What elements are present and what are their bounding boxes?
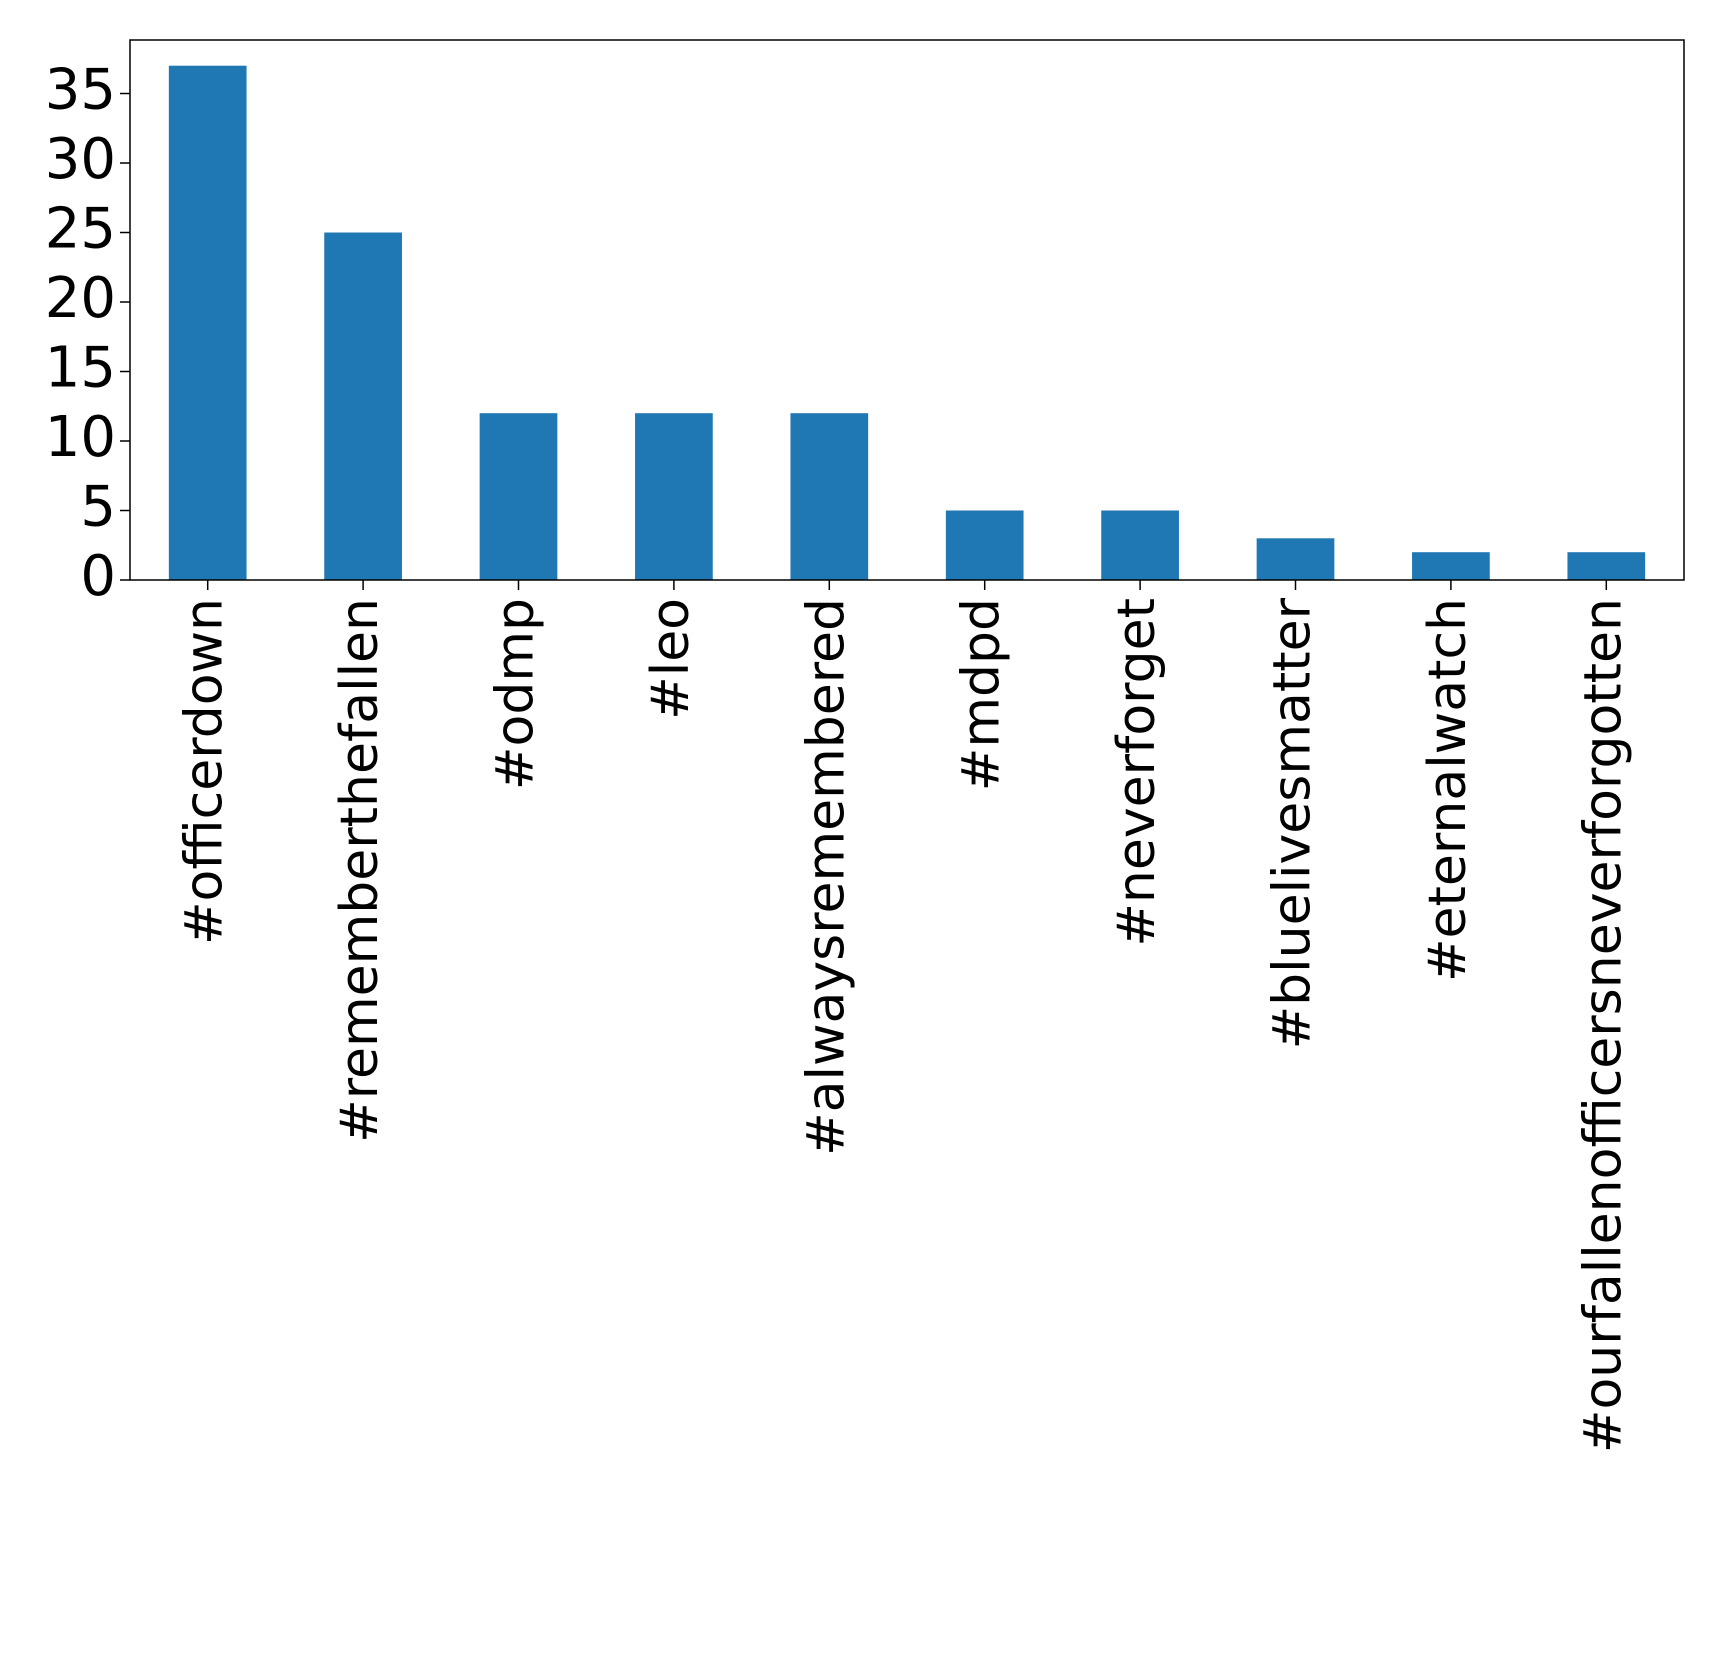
bar: [945, 510, 1024, 580]
bar: [790, 413, 869, 580]
y-tick-label: 35: [45, 58, 116, 123]
y-tick-label: 25: [45, 197, 116, 262]
bar: [1412, 552, 1490, 580]
x-tick-label: #eternalwatch: [1418, 598, 1478, 982]
x-tick-label: #bluelivesmatter: [1263, 597, 1323, 1049]
bar: [1567, 552, 1646, 580]
plot-area-frame: [129, 39, 1685, 581]
y-tick-label: 0: [80, 544, 116, 609]
x-tick-label: #rememberthefallen: [330, 598, 390, 1143]
bar: [479, 413, 558, 580]
y-tick-label: 20: [45, 266, 116, 331]
x-tick-label: #alwaysremembered: [796, 598, 856, 1156]
y-tick-label: 30: [45, 127, 116, 192]
x-tick-label: #leo: [641, 598, 701, 720]
bars-layer: [168, 65, 1646, 581]
bar: [168, 65, 247, 580]
bar: [635, 413, 713, 580]
bar: [324, 232, 402, 581]
x-tick-label: #officerdown: [175, 598, 235, 945]
bar: [1256, 538, 1335, 580]
x-tick-label: #mdpd: [952, 598, 1012, 791]
x-tick-label: #odmp: [486, 598, 546, 790]
bar: [1101, 510, 1179, 580]
y-tick-label: 5: [80, 475, 116, 540]
x-tick-label: #ourfallenofficersneverforgotten: [1573, 598, 1633, 1453]
x-axis: #officerdown #rememberthefallen #odmp #leo #…: [175, 580, 1633, 1453]
x-tick-label: #neverforget: [1107, 598, 1167, 947]
y-tick-label: 15: [45, 336, 116, 401]
y-tick-label: 10: [45, 405, 116, 470]
